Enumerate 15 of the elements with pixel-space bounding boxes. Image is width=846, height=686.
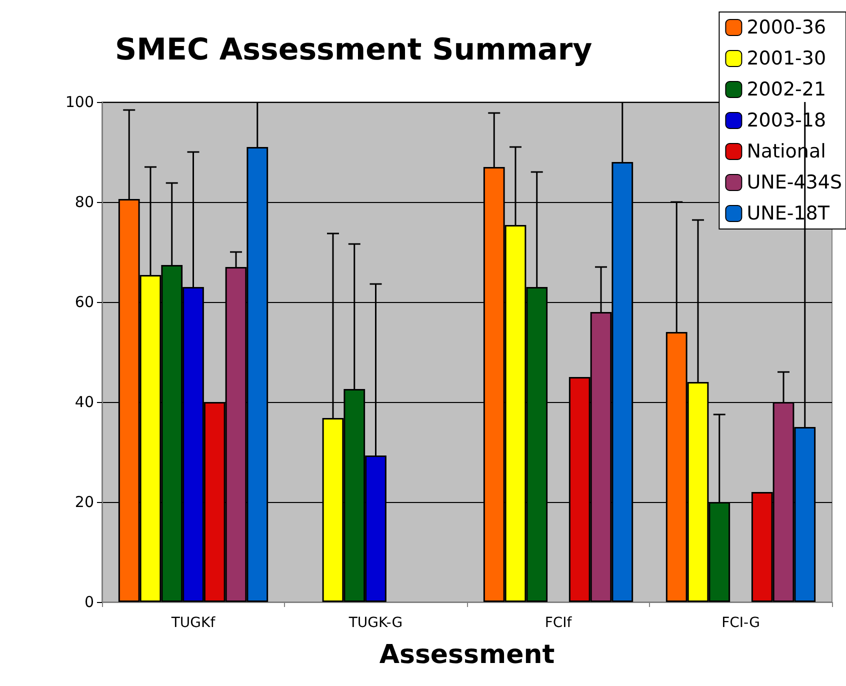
x-tick-label: FCI-G <box>722 615 760 631</box>
y-tick-label: 40 <box>74 393 94 411</box>
x-axis-title: Assessment <box>379 640 555 670</box>
y-tick-label: 60 <box>74 293 94 311</box>
legend-label: 2000-36 <box>746 16 826 38</box>
x-tick-label: TUGKf <box>170 615 216 631</box>
x-tick-label: FCIf <box>544 615 573 631</box>
y-tick-label: 80 <box>74 193 94 211</box>
legend-label: 2002-21 <box>746 78 826 100</box>
y-tick-label: 0 <box>84 593 94 611</box>
y-tick-label: 20 <box>74 493 94 511</box>
x-tick-label: TUGK-G <box>348 615 403 631</box>
chart-title: SMEC Assessment Summary <box>115 32 593 68</box>
legend-label: 2001-30 <box>746 48 826 70</box>
y-tick-label: 100 <box>65 93 94 111</box>
